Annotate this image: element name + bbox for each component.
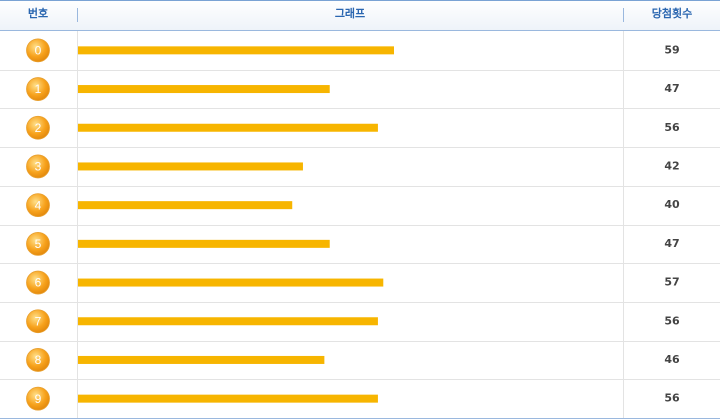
number-ball [26, 193, 50, 218]
ball-number: 7 [35, 314, 42, 328]
value-label: 56 [664, 121, 680, 134]
column-header: 번호 [28, 6, 48, 20]
bar [78, 162, 303, 171]
bar [78, 317, 378, 326]
value-label: 47 [664, 237, 679, 250]
number-ball [26, 38, 50, 63]
header-bg [0, 0, 720, 30]
number-ball [26, 348, 50, 372]
ball-number: 6 [35, 276, 42, 290]
ball-number: 3 [35, 160, 42, 174]
bar [78, 278, 384, 287]
column-header: 당첨횟수 [652, 6, 692, 20]
number-ball [26, 231, 50, 256]
ball-number: 0 [35, 44, 42, 58]
number-ball [26, 270, 50, 295]
number-ball [26, 154, 50, 179]
bar [78, 239, 330, 248]
value-label: 56 [664, 314, 680, 327]
column-header: 그래프 [335, 6, 365, 20]
number-ball [26, 77, 50, 101]
number-ball [26, 386, 50, 411]
ball-number: 5 [35, 237, 42, 251]
value-label: 42 [664, 159, 679, 172]
value-label: 56 [664, 392, 680, 405]
ball-number: 1 [35, 82, 42, 96]
value-label: 40 [664, 198, 680, 211]
number-ball [26, 309, 50, 334]
ball-number: 4 [35, 198, 42, 212]
bar [78, 201, 293, 210]
value-label: 47 [664, 82, 679, 95]
bar [78, 85, 330, 94]
bar [78, 46, 394, 55]
value-label: 57 [664, 276, 679, 289]
bar [78, 355, 325, 364]
value-label: 59 [664, 43, 679, 56]
bar [78, 394, 378, 403]
bar [78, 123, 378, 132]
ball-number: 9 [35, 392, 42, 406]
value-label: 46 [664, 353, 680, 366]
ball-number: 8 [35, 353, 42, 367]
ball-number: 2 [35, 121, 42, 135]
number-ball [26, 115, 50, 140]
